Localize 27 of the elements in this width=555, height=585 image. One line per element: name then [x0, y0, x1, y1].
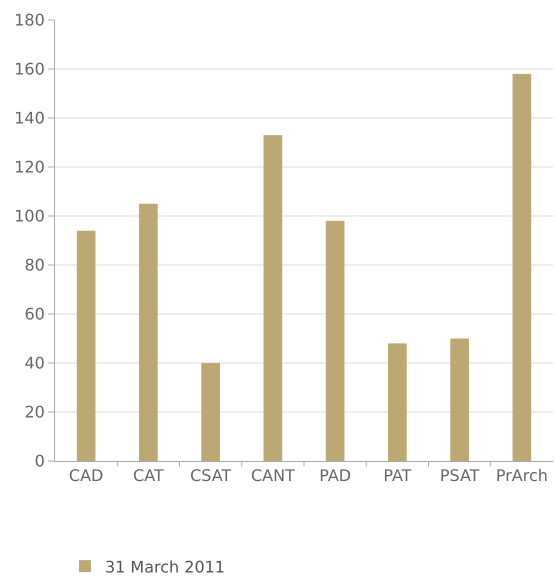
- y-tick-label: 120: [14, 158, 45, 177]
- x-tick-label: CAT: [133, 466, 164, 486]
- legend-label: 31 March 2011: [104, 557, 225, 576]
- y-tick-label: 180: [14, 10, 45, 30]
- y-tick-label: 60: [24, 304, 45, 324]
- y-tick-label: 20: [24, 402, 45, 422]
- x-tick-label: CANT: [250, 466, 296, 486]
- bar: [512, 74, 532, 461]
- y-tick-label: 0: [34, 452, 45, 471]
- x-tick-label: CSAT: [190, 466, 232, 486]
- y-tick-label: 40: [24, 354, 45, 373]
- bar: [139, 204, 158, 461]
- y-tick-label: 80: [24, 256, 45, 275]
- x-tick-label: CAD: [68, 466, 104, 486]
- y-tick-label: 160: [14, 60, 45, 79]
- bar: [76, 230, 96, 461]
- x-tick-label: PSAT: [440, 466, 480, 486]
- bar: [201, 363, 220, 461]
- y-tick-label: 100: [14, 206, 45, 226]
- x-tick-label: PrArch: [496, 466, 548, 486]
- bar: [450, 338, 469, 461]
- bar: [388, 343, 407, 461]
- x-tick-label: PAT: [383, 466, 412, 486]
- bar: [264, 135, 282, 461]
- y-tick-label: 140: [14, 108, 45, 128]
- x-tick-label: PAD: [319, 466, 352, 486]
- bar: [326, 220, 344, 461]
